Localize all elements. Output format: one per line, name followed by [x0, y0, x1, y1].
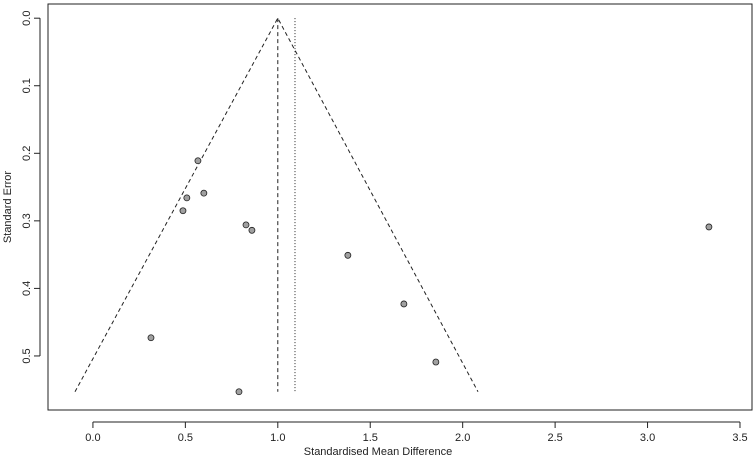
- study-point: [147, 334, 155, 342]
- plot-frame: [47, 3, 753, 411]
- x-tick-label: 1.5: [363, 432, 378, 444]
- study-point: [200, 189, 208, 197]
- y-tick-label: 0.5: [21, 348, 33, 363]
- y-tick-label: 0.1: [21, 78, 33, 93]
- y-tick-label: 0.3: [21, 213, 33, 228]
- x-tick-label: 0.0: [85, 432, 100, 444]
- study-point: [705, 223, 713, 231]
- y-axis-label: Standard Error: [2, 171, 14, 243]
- x-tick-label: 2.0: [455, 432, 470, 444]
- study-point: [235, 388, 243, 396]
- study-point: [242, 221, 250, 229]
- study-point: [400, 300, 408, 308]
- x-tick-label: 2.5: [547, 432, 562, 444]
- x-tick-label: 0.5: [178, 432, 193, 444]
- y-tick-label: 0.0: [21, 11, 33, 26]
- funnel-line: [74, 17, 479, 392]
- study-point: [183, 194, 191, 202]
- x-axis-label: Standardised Mean Difference: [304, 446, 452, 458]
- study-point: [432, 358, 440, 366]
- study-point: [248, 226, 256, 234]
- x-tick-label: 3.0: [640, 432, 655, 444]
- study-point: [179, 207, 187, 215]
- y-tick-label: 0.2: [21, 146, 33, 161]
- x-tick-label: 3.5: [732, 432, 747, 444]
- study-point: [344, 251, 352, 259]
- study-point: [194, 157, 202, 165]
- y-tick-label: 0.4: [21, 281, 33, 296]
- x-tick-label: 1.0: [270, 432, 285, 444]
